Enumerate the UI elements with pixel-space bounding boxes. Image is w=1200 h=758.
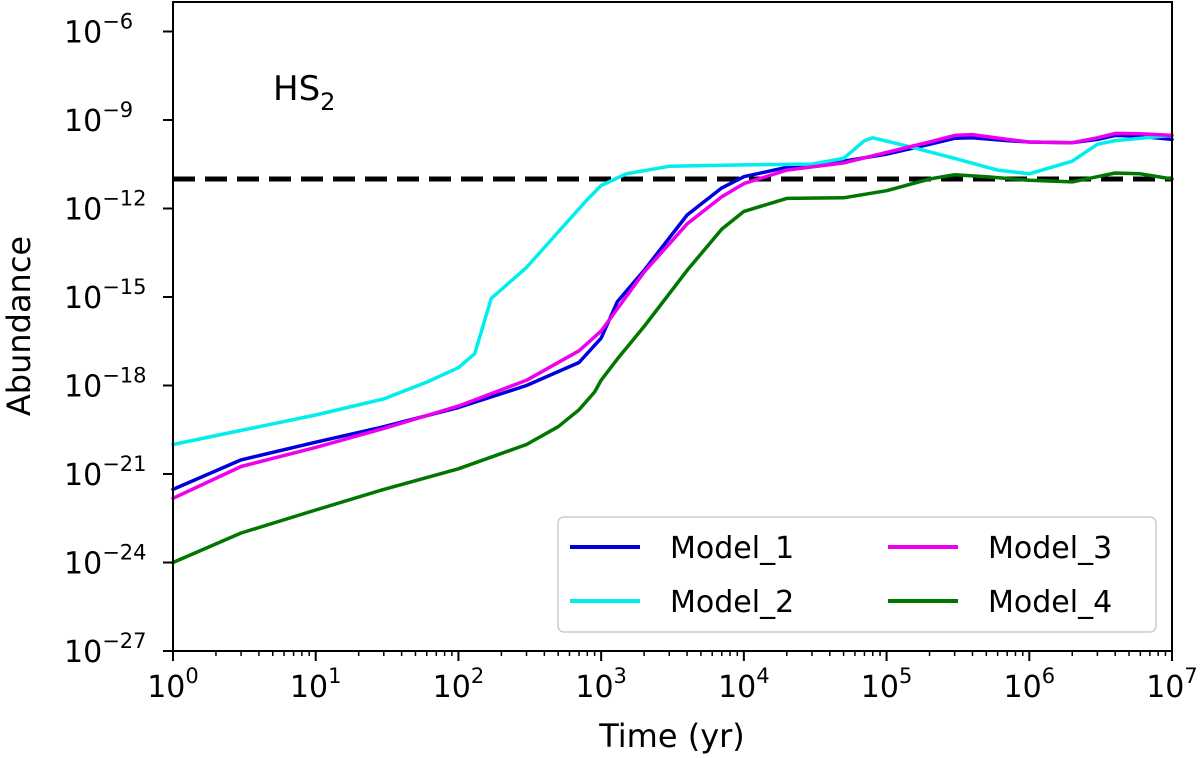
y-tick-label: 10−21 [64, 452, 147, 493]
series-line-model-4 [171, 171, 1174, 565]
y-tick-label: 10−9 [64, 98, 133, 139]
x-tick-label: 106 [1004, 664, 1056, 705]
series-line-model-3 [171, 131, 1174, 501]
x-tick-label: 103 [575, 664, 627, 705]
y-tick-label: 10−12 [64, 187, 147, 228]
x-tick-label: 104 [718, 664, 770, 705]
y-tick-label: 10−6 [64, 10, 133, 51]
legend-label-model-4: Model_4 [988, 585, 1112, 620]
y-tick-label: 10−18 [64, 364, 147, 405]
y-tick-label: 10−24 [64, 541, 147, 582]
legend: Model_1 Model_2 Model_3 Model_4 [557, 516, 1157, 633]
legend-label-model-1: Model_1 [670, 531, 794, 566]
annotation-label: HS2 [273, 69, 335, 116]
plot-frame [172, 1, 1173, 652]
x-axis-label: Time (yr) [598, 717, 745, 755]
y-tick-label: 10−15 [64, 275, 147, 316]
legend-label-model-3: Model_3 [988, 531, 1112, 566]
x-tick-label: 101 [290, 664, 342, 705]
series-line-model-2 [171, 133, 1174, 447]
legend-label-model-2: Model_2 [670, 585, 794, 620]
x-tick-label: 105 [861, 664, 913, 705]
legend-box [557, 516, 1157, 633]
series-line-model-1 [171, 133, 1174, 492]
y-axis-label: Abundance [0, 236, 38, 416]
x-tick-label: 102 [433, 664, 485, 705]
x-tick-label: 107 [1146, 664, 1198, 705]
x-tick-label: 100 [147, 664, 199, 705]
y-tick-label: 10−27 [64, 629, 147, 670]
